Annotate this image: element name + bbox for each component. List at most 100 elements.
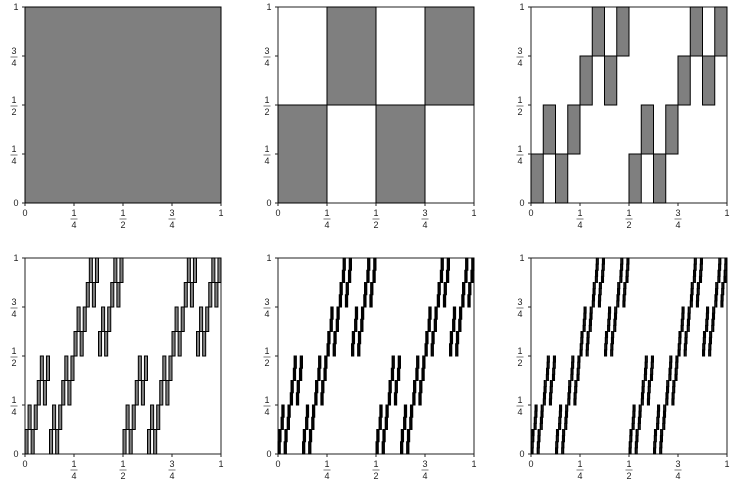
filled-rectangle: [427, 318, 430, 332]
filled-rectangle: [419, 380, 421, 394]
y-tick-label-denominator: 4: [264, 309, 269, 319]
filled-rectangle: [408, 429, 411, 443]
y-tick-label-numerator: 1: [264, 144, 269, 154]
filled-rectangle: [113, 257, 118, 283]
filled-rectangle: [351, 331, 354, 345]
filled-rectangle: [82, 306, 87, 332]
filled-rectangle: [27, 404, 32, 430]
filled-rectangle: [439, 269, 442, 283]
x-tick-label-numerator: 1: [71, 459, 76, 469]
filled-rectangle: [373, 257, 375, 271]
filled-rectangle: [94, 257, 99, 283]
x-tick-label: 1: [724, 459, 729, 469]
filled-rectangle: [311, 404, 314, 418]
panel-4: 00 1 4 1 4 1 2 1 2 3 4 3 4 1 1: [10, 253, 224, 481]
filled-rectangle: [375, 441, 378, 455]
filled-rectangle: [315, 392, 318, 406]
x-tick-label-denominator: 4: [675, 220, 680, 230]
filled-rectangle: [196, 331, 201, 357]
panel-5: 00 1 4 1 4 1 2 1 2 3 4 3 4 1 1: [263, 253, 477, 481]
filled-rectangle: [446, 257, 449, 271]
y-tick-label-denominator: 2: [517, 107, 522, 117]
filled-rectangle: [468, 294, 471, 308]
y-tick-label: 1: [266, 253, 271, 263]
filled-rectangle: [24, 429, 29, 455]
panel-2: 00 1 4 1 4 1 2 1 2 3 4 3 4 1 1: [263, 2, 477, 230]
y-tick-label-denominator: 4: [11, 309, 16, 319]
filled-rectangle: [334, 331, 337, 345]
filled-rectangle: [450, 343, 453, 357]
filled-rectangle: [401, 441, 404, 455]
x-tick-label: 0: [275, 208, 280, 218]
filled-rectangle: [381, 441, 384, 455]
filled-rectangle: [282, 416, 284, 430]
filled-rectangle: [281, 404, 284, 418]
y-tick-label-numerator: 3: [11, 297, 16, 307]
filled-rectangle: [414, 380, 417, 394]
filled-rectangle: [368, 257, 371, 271]
filled-rectangle: [367, 269, 370, 283]
filled-rectangle: [454, 306, 457, 320]
filled-rectangle: [409, 416, 411, 430]
filled-rectangle: [321, 392, 324, 406]
filled-rectangle: [465, 257, 467, 271]
filled-rectangle: [293, 355, 296, 369]
filled-rectangle: [431, 331, 434, 345]
filled-rectangle: [343, 269, 346, 283]
filled-rectangle: [356, 306, 359, 320]
filled-rectangle: [416, 355, 418, 369]
filled-rectangle: [421, 367, 424, 381]
x-tick-label-denominator: 2: [120, 220, 125, 230]
y-tick-label: 1: [13, 253, 18, 263]
filled-rectangle: [344, 294, 347, 308]
filled-rectangle: [156, 404, 161, 430]
y-tick-label-numerator: 1: [11, 346, 16, 356]
y-tick-label: 1: [519, 253, 524, 263]
filled-rectangle: [290, 380, 293, 394]
filled-rectangle: [143, 355, 148, 381]
filled-rectangle: [180, 306, 185, 332]
x-tick-label-denominator: 4: [577, 220, 582, 230]
filled-rectangle: [329, 318, 332, 332]
filled-rectangle: [383, 429, 386, 443]
filled-rectangle: [385, 404, 388, 418]
x-tick-label: 0: [22, 459, 27, 469]
filled-rectangle: [429, 318, 431, 332]
filled-rectangle: [333, 331, 336, 345]
filled-rectangle: [202, 331, 207, 357]
filled-rectangle: [462, 294, 465, 308]
filled-rectangle: [361, 318, 364, 332]
y-tick-label-numerator: 3: [517, 297, 522, 307]
filled-rectangle: [403, 416, 405, 430]
filled-rectangle: [104, 331, 109, 357]
filled-rectangle: [406, 429, 409, 443]
filled-rectangle: [376, 429, 379, 443]
filled-rectangle: [336, 306, 339, 320]
y-tick-label-denominator: 4: [517, 407, 522, 417]
filled-rectangle: [442, 294, 445, 308]
filled-rectangle: [373, 269, 376, 283]
filled-rectangle: [400, 441, 402, 455]
filled-rectangle: [217, 257, 222, 283]
x-tick-label-denominator: 4: [422, 220, 427, 230]
filled-rectangle: [292, 367, 295, 381]
filled-rectangle: [308, 429, 311, 443]
filled-rectangle: [458, 318, 460, 332]
filled-rectangle: [45, 355, 50, 381]
filled-rectangle: [347, 282, 349, 296]
x-tick-label: 1: [724, 208, 729, 218]
filled-rectangle: [413, 380, 415, 394]
filled-rectangle: [284, 429, 287, 443]
filled-rectangle: [469, 282, 472, 296]
filled-rectangle: [367, 257, 369, 271]
filled-rectangle: [442, 257, 444, 271]
filled-rectangle: [287, 404, 290, 418]
filled-rectangle: [435, 306, 438, 320]
filled-rectangle: [353, 331, 356, 345]
filled-rectangle: [101, 306, 106, 332]
x-tick-label-numerator: 1: [71, 208, 76, 218]
filled-rectangle: [315, 380, 317, 394]
filled-rectangle: [360, 306, 363, 320]
filled-rectangle: [452, 318, 454, 332]
filled-rectangle: [448, 257, 450, 271]
